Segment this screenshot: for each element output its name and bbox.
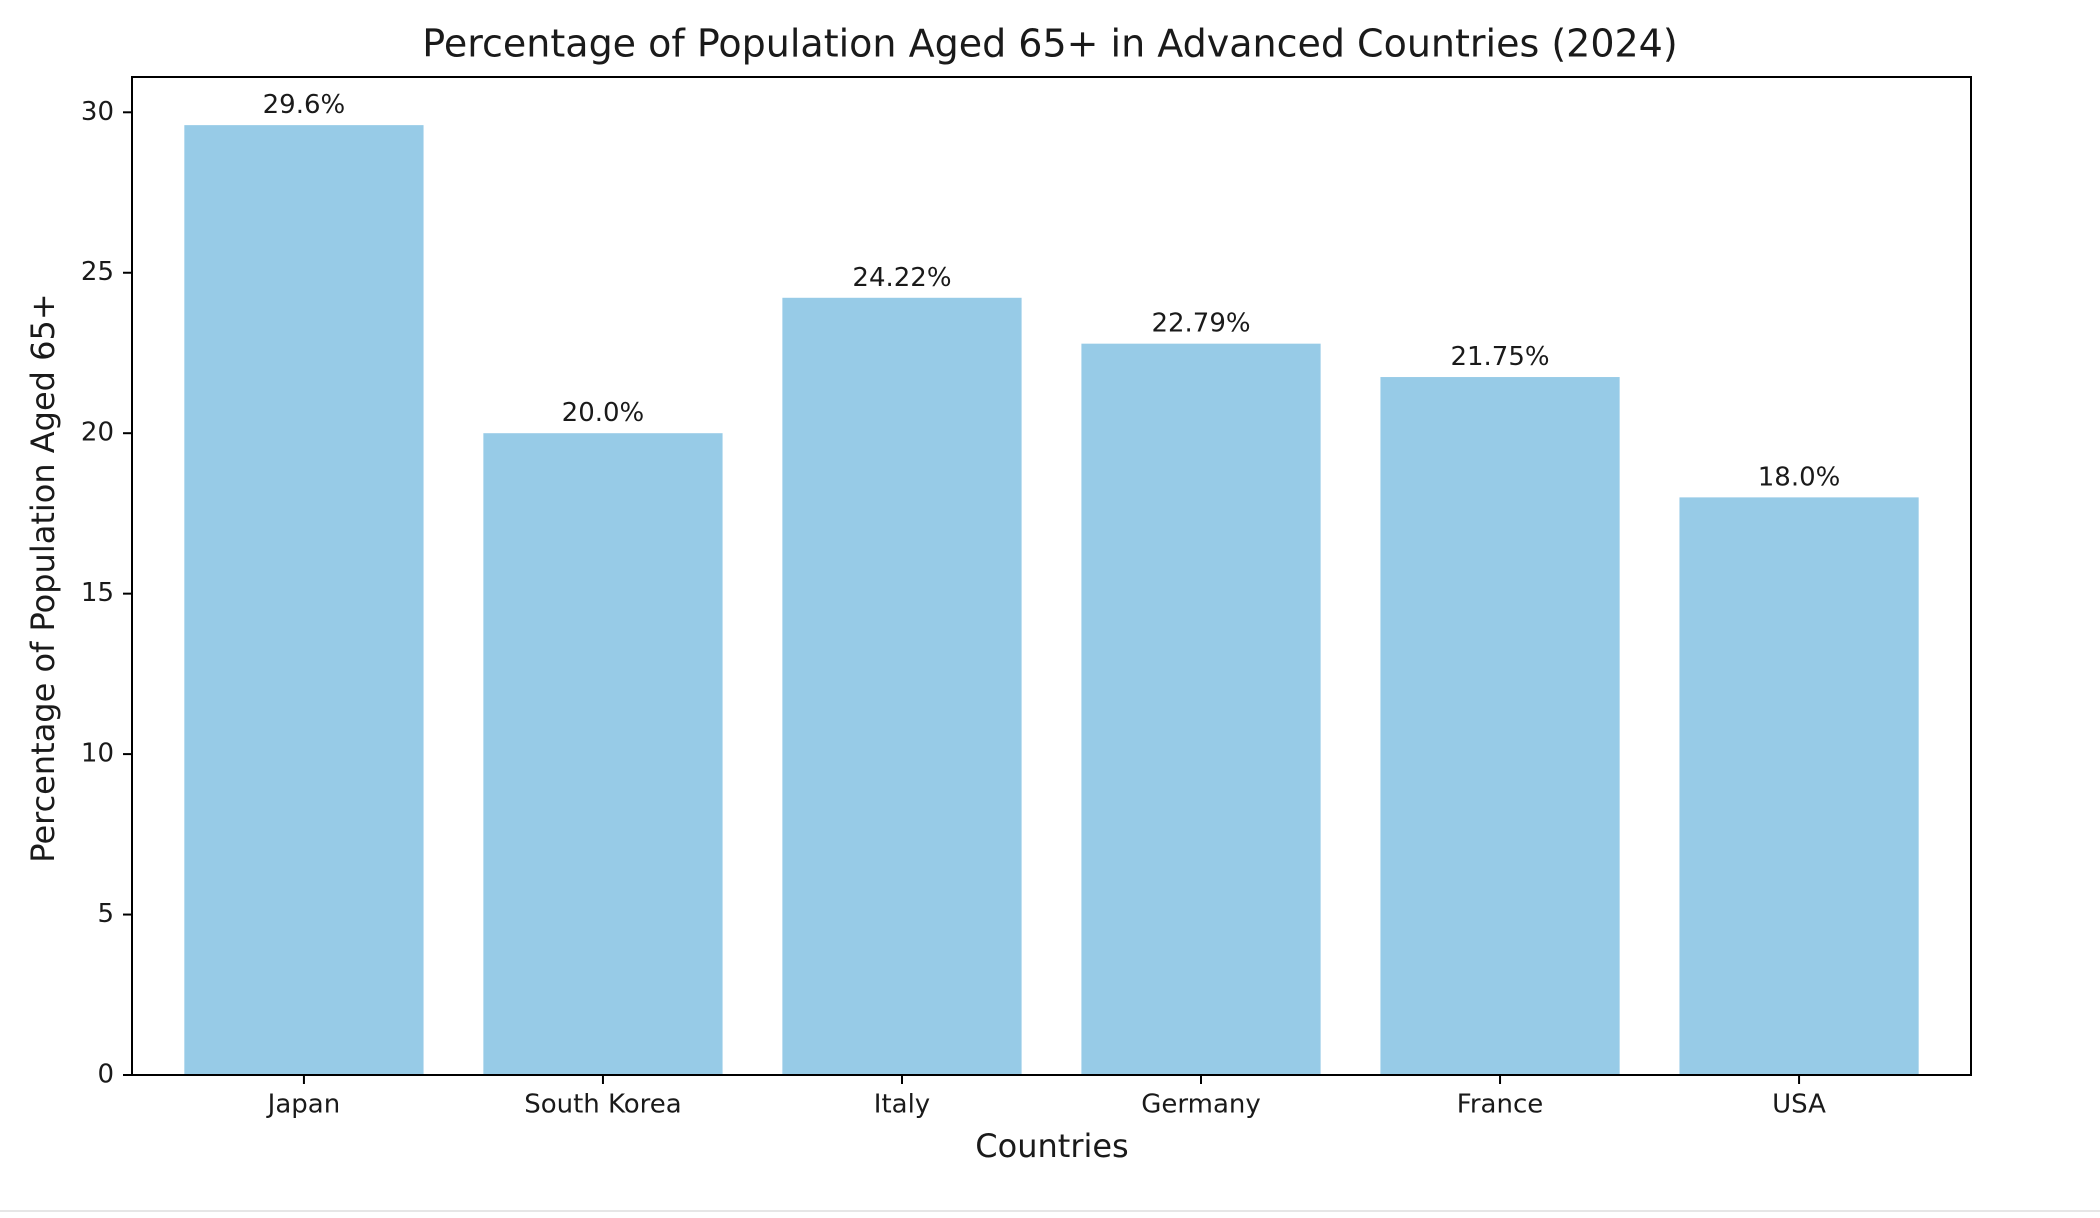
bottom-divider [0,1210,2100,1212]
bar-value-label: 24.22% [852,263,951,293]
bar-value-label: 21.75% [1450,342,1549,372]
bar-usa [1679,497,1919,1076]
bar-value-label: 18.0% [1758,462,1841,492]
bar-value-label: 22.79% [1151,309,1250,339]
bar-italy [782,297,1022,1075]
x-tick-label: Germany [1141,1090,1261,1120]
y-tick-label: 25 [81,257,114,287]
y-tick-label: 5 [97,899,114,929]
x-axis-title: Countries [975,1127,1128,1165]
y-tick-label: 30 [81,97,114,127]
x-tick-label: Japan [266,1090,341,1120]
y-tick-label: 10 [81,739,114,769]
plot-frame [131,76,1972,1076]
y-axis-title: Percentage of Population Aged 65+ [24,293,62,862]
bar-value-label: 20.0% [562,398,645,428]
bar-japan [184,125,424,1075]
value-labels-group: 29.6% 20.0% 24.22% 22.79% 21.75% 18.0% [263,90,1841,492]
y-tick-label: 15 [81,578,114,608]
y-tick-label: 0 [97,1060,114,1090]
y-axis: 0 5 10 15 20 25 30 [81,97,132,1090]
y-tick-label: 20 [81,418,114,448]
bar-germany [1081,343,1321,1075]
bar-france [1380,377,1620,1075]
x-tick-label: South Korea [524,1090,682,1120]
bar-south-korea [483,433,723,1076]
x-tick-label: Italy [874,1090,930,1120]
chart-title: Percentage of Population Aged 65+ in Adv… [422,22,1677,66]
x-tick-label: USA [1772,1090,1826,1120]
bar-value-label: 29.6% [263,90,346,120]
bars-group [184,125,1919,1076]
x-axis: Japan South Korea Italy Germany France USA [266,1075,1826,1120]
x-tick-label: France [1457,1090,1543,1120]
